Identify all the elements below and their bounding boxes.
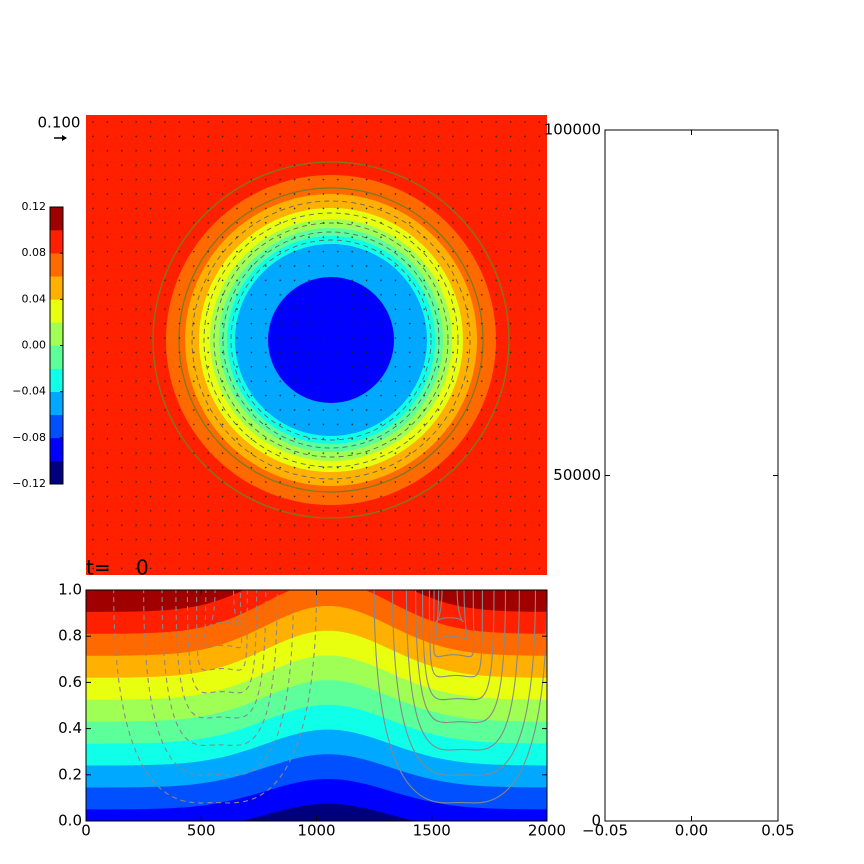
y-tick-label: 0.6 — [58, 673, 82, 691]
x-tick-label: 0.05 — [761, 822, 794, 840]
contour-line-dashed — [161, 590, 278, 747]
contour-line — [421, 590, 495, 701]
quiver-arrowhead — [62, 135, 67, 141]
contour-line — [435, 590, 468, 640]
colorbar-band — [50, 276, 63, 300]
colorbar-band — [50, 345, 63, 369]
contour-line-dashed — [186, 590, 258, 694]
contour-line — [415, 590, 507, 724]
section-title: t= 0 — [86, 556, 149, 580]
contour-line-dashed — [204, 590, 243, 649]
colorbar-tick-label: −0.04 — [12, 385, 46, 398]
y-tick-label: 0.4 — [58, 719, 82, 737]
y-tick-label: 100000 — [544, 121, 601, 139]
map-panel — [86, 115, 547, 575]
contour-line-dashed — [175, 590, 267, 719]
x-tick-label: 0.00 — [675, 822, 708, 840]
y-tick-label: 0.8 — [58, 627, 82, 645]
y-tick-label: 0 — [591, 812, 601, 830]
colorbar-band — [50, 414, 63, 439]
x-tick-label: −0.05 — [582, 822, 628, 840]
colorbar-band — [50, 253, 63, 277]
contour-line-dashed — [143, 590, 294, 776]
contour-line — [435, 590, 464, 623]
colorbar-tick-label: −0.12 — [12, 477, 46, 490]
y-tick-label: 50000 — [553, 466, 601, 484]
x-tick-label: 500 — [187, 822, 216, 840]
filled-contour — [86, 590, 547, 612]
colorbar-band — [50, 391, 63, 416]
y-tick-label: 0.0 — [58, 812, 82, 830]
section-panel: 0 500 1000 1500 2000 0.0 0.2 0.4 0.6 0.8 1.0 — [58, 581, 566, 840]
colorbar-tick-label: 0.00 — [22, 339, 47, 352]
y-tick-label: 0.2 — [58, 765, 82, 783]
quiver-key: 0.100 — [38, 114, 81, 132]
colorbar-tick-label: 0.12 — [22, 200, 47, 213]
x-tick-label: 1000 — [297, 822, 335, 840]
contour-line — [373, 590, 547, 804]
colorbar-band — [50, 207, 63, 231]
colorbar-band — [50, 368, 63, 392]
velocity-dots — [86, 115, 547, 575]
colorbar-band — [50, 230, 63, 254]
contour-line-dashed — [113, 590, 318, 804]
contour-line — [392, 590, 537, 776]
x-tick-label: 0 — [81, 822, 91, 840]
axes-frame — [604, 129, 779, 822]
x-tick-label: 2000 — [528, 822, 566, 840]
x-tick-label: 1500 — [413, 822, 451, 840]
contour-line — [433, 590, 475, 658]
colorbar-band — [50, 322, 63, 346]
colorbar-tick-label: 0.04 — [22, 292, 47, 305]
colorbar-tick-label: −0.08 — [12, 431, 46, 444]
colorbar-band — [50, 460, 63, 485]
contour-line-dashed — [209, 590, 239, 627]
colorbar-tick-label: 0.08 — [22, 246, 47, 259]
y-tick-label: 1.0 — [58, 581, 82, 599]
colorbar-band — [50, 299, 63, 323]
contour-line — [428, 590, 484, 678]
right-panel: −0.05 0.00 0.05 0 50000 100000 — [544, 121, 795, 840]
colorbar-band — [50, 437, 63, 462]
contour-line-dashed — [196, 590, 248, 671]
contour-line — [405, 590, 520, 751]
colorbar: 0.12 0.08 0.04 0.00 −0.04 −0.08 −0.12 — [12, 200, 64, 490]
section-fill — [86, 590, 547, 821]
